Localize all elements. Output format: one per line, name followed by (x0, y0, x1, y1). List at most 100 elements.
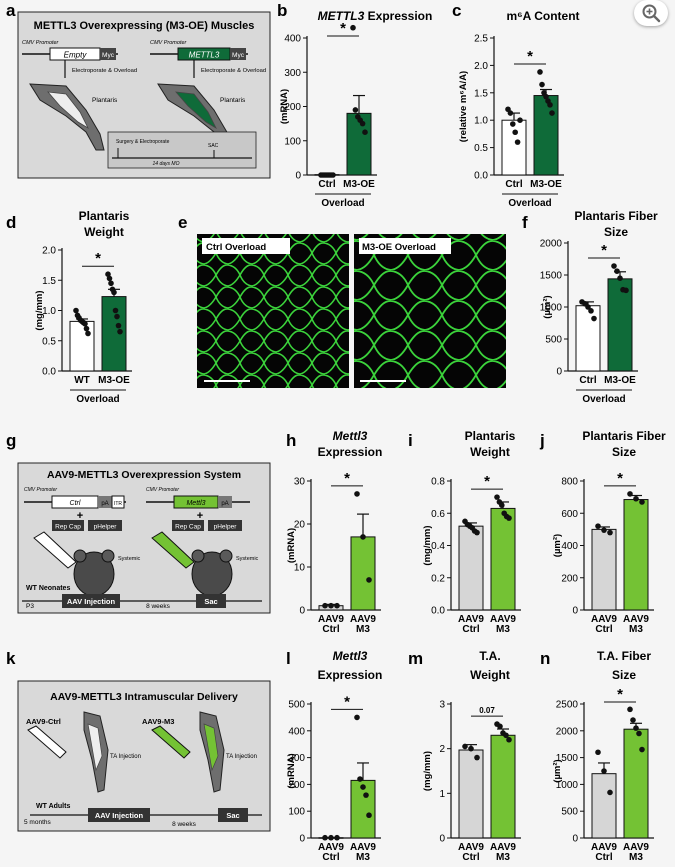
y-tick-label: 500 (561, 807, 578, 818)
y-tick-label: 0.0 (474, 171, 488, 182)
data-point (547, 102, 553, 108)
panel-g-pa-left: pA (101, 501, 108, 507)
y-tick-label: 800 (561, 477, 578, 488)
data-point (601, 527, 607, 533)
data-point (322, 602, 328, 609)
data-point (639, 746, 645, 753)
panel-g-phelper-right: pHelper (214, 524, 238, 531)
chart-title-line1: Plantaris (465, 429, 516, 443)
panel-g-plus-left: + (77, 510, 83, 522)
panel-letter-m: m (408, 649, 423, 668)
data-point (510, 121, 516, 127)
micrograph-m3oe-overload (354, 234, 506, 388)
y-tick-label: 200 (561, 573, 578, 584)
data-point (633, 495, 639, 502)
data-point (362, 129, 368, 135)
y-tick-label: 400 (284, 34, 301, 45)
panel-g-age: P3 (26, 603, 34, 610)
y-axis-label: (mRNA) (279, 89, 290, 124)
panel-g-promoter-right: CMV Promoter (146, 487, 179, 493)
syringe-icon (33, 531, 77, 569)
chart-title: m⁶A Content (506, 9, 579, 23)
category-label: M3 (496, 852, 510, 863)
y-axis-label: (mg/mm) (34, 290, 45, 330)
data-point (114, 313, 120, 320)
group-label: Overload (508, 198, 551, 209)
data-point (359, 120, 366, 127)
panel-g-title: AAV9-METTL3 Overexpression System (47, 469, 241, 481)
panel-letter-f: f (522, 213, 528, 232)
data-point (585, 304, 591, 310)
data-point (617, 275, 623, 282)
y-tick-label: 1.5 (42, 276, 56, 287)
panel-g-repcap-left: Rep Cap (55, 524, 81, 531)
chart-title-line1: Mettl3 (333, 429, 368, 443)
panel-a-timeline-start: Surgery & Electroporate (116, 139, 170, 145)
panel-a-timeline-span: 14 days MO (153, 161, 180, 167)
y-tick-label: 2.5 (474, 34, 488, 45)
category-label: Ctrl (322, 852, 339, 863)
bar-m3-oe (607, 278, 633, 372)
panel-k-ctrl: AAV9-Ctrl (26, 717, 61, 726)
category-label: M3 (356, 852, 370, 863)
data-point (350, 24, 356, 31)
zoom-button[interactable] (634, 0, 668, 26)
y-tick-label: 0 (572, 834, 578, 845)
data-point (506, 515, 512, 521)
data-point (539, 81, 545, 88)
panel-g-mettl3-gene: Mettl3 (186, 500, 205, 507)
category-label: Ctrl (505, 179, 522, 190)
panel-letter-n: n (540, 649, 550, 668)
y-tick-label: 1000 (540, 303, 563, 314)
panel-k-schematic: AAV9-METTL3 Intramuscular Delivery AAV9-… (17, 680, 271, 832)
syringe-icon (151, 531, 195, 569)
leg-illustration-ctrl (29, 83, 105, 151)
chart-title-line2: Expression (318, 668, 383, 682)
data-point (117, 328, 123, 335)
y-tick-label: 2.0 (42, 246, 56, 257)
zoom-in-magnifier-icon (642, 4, 661, 23)
data-point (595, 749, 601, 756)
y-tick-label: 0 (572, 606, 578, 617)
panel-g-plus-right: + (197, 510, 203, 522)
micrograph-ctrl-overload (197, 234, 349, 388)
data-point (614, 268, 620, 274)
category-label: AAV9 (591, 614, 617, 625)
panel-letter-c: c (452, 1, 461, 20)
y-tick-label: 1 (439, 789, 445, 800)
bar-aav9-m3 (623, 728, 649, 839)
y-tick-label: 300 (284, 68, 301, 79)
panel-letter-d: d (6, 213, 16, 232)
data-point (363, 792, 369, 798)
y-tick-label: 1.5 (474, 88, 488, 99)
panel-a-muscle-left: Plantaris (92, 97, 118, 104)
data-point (354, 491, 360, 497)
panel-e-left-label: Ctrl Overload (206, 242, 266, 253)
significance-label: * (340, 20, 346, 37)
bar-wt (69, 320, 95, 372)
category-label: WT (74, 375, 90, 386)
y-axis-label: (µm²) (542, 295, 553, 318)
y-tick-label: 400 (288, 726, 305, 737)
data-point (607, 789, 613, 796)
y-axis-label: (mg/mm) (422, 751, 433, 791)
data-point (111, 289, 117, 296)
chart-title-line1: Plantaris (79, 209, 130, 223)
category-label: Ctrl (462, 624, 479, 635)
bar-m3-oe (533, 95, 559, 176)
y-axis-label: (µm²) (552, 759, 563, 782)
group-label: Overload (582, 394, 625, 405)
category-label: Ctrl (595, 852, 612, 863)
y-tick-label: 10 (294, 563, 306, 574)
data-point (354, 714, 360, 721)
y-axis-label: (mRNA) (286, 753, 297, 788)
bar-aav9-ctrl (458, 525, 484, 611)
bar-aav9-ctrl (591, 528, 617, 611)
panel-k-age: 5 months (24, 819, 51, 826)
category-label: AAV9 (350, 614, 376, 625)
data-point (499, 502, 505, 508)
data-point (611, 263, 617, 269)
significance-label: 0.07 (479, 706, 495, 715)
y-axis-label: (relative m⁶A/A) (458, 71, 469, 142)
